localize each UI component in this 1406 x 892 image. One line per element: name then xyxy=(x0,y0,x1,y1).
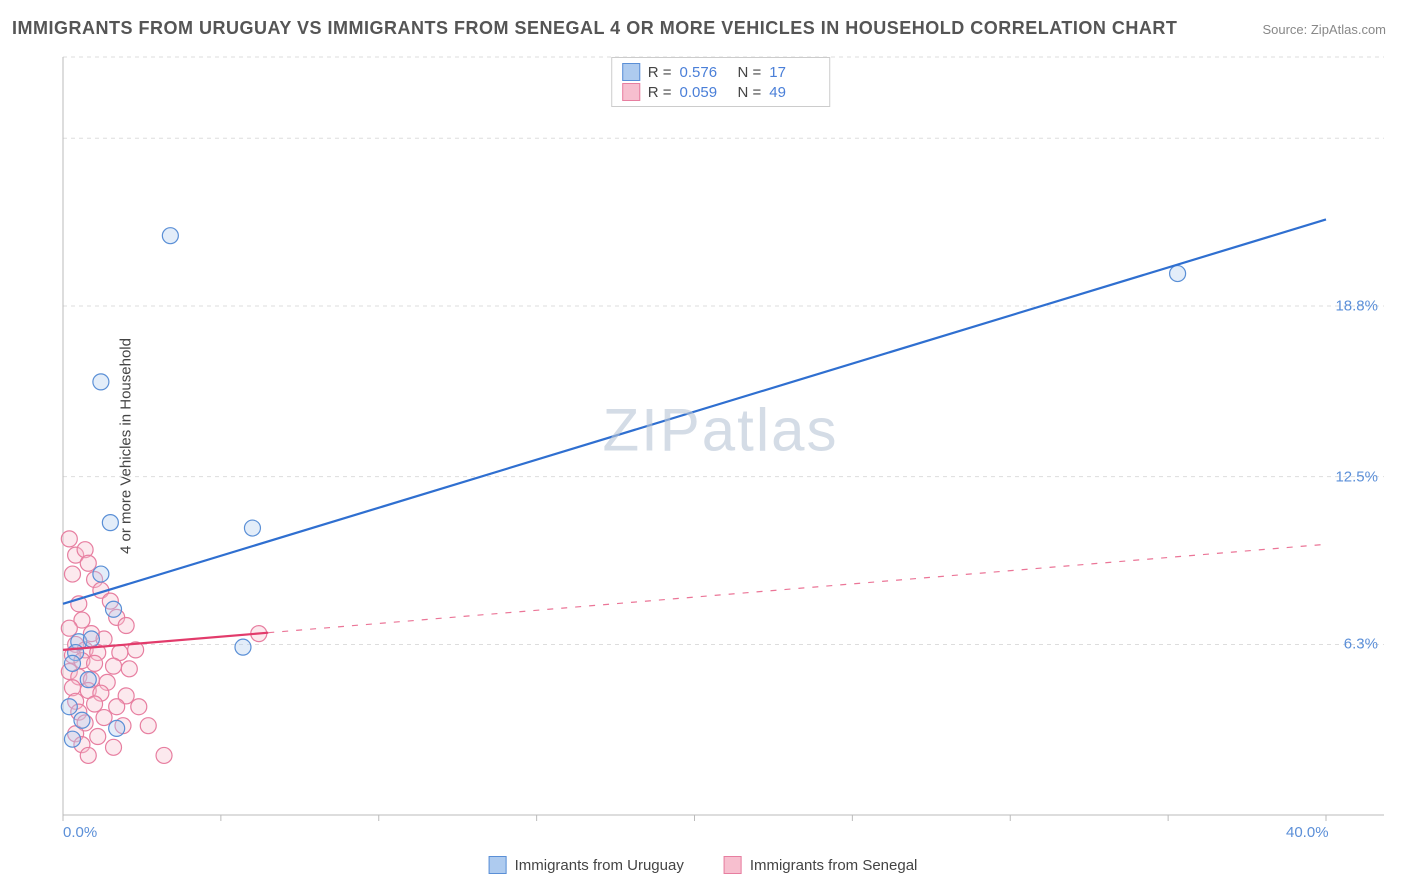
r-value-uruguay: 0.576 xyxy=(680,64,730,81)
chart-title: IMMIGRANTS FROM URUGUAY VS IMMIGRANTS FR… xyxy=(12,18,1177,39)
r-value-senegal: 0.059 xyxy=(680,84,730,101)
n-label: N = xyxy=(738,64,762,81)
r-label: R = xyxy=(648,84,672,101)
y-tick-label: 6.3% xyxy=(1344,636,1378,653)
y-tick-label: 12.5% xyxy=(1335,468,1378,485)
bottom-swatch-senegal xyxy=(724,856,742,874)
x-tick-label: 0.0% xyxy=(63,824,97,841)
source-attribution: Source: ZipAtlas.com xyxy=(1262,22,1386,37)
n-label: N = xyxy=(738,84,762,101)
n-value-senegal: 49 xyxy=(769,84,819,101)
bottom-label-uruguay: Immigrants from Uruguay xyxy=(515,857,684,874)
correlation-legend: R = 0.576 N = 17 R = 0.059 N = 49 xyxy=(611,57,831,107)
scatter-chart-svg xyxy=(55,55,1386,837)
bottom-legend-senegal: Immigrants from Senegal xyxy=(724,856,918,874)
legend-swatch-uruguay xyxy=(622,63,640,81)
legend-swatch-senegal xyxy=(622,83,640,101)
y-tick-label: 18.8% xyxy=(1335,298,1378,315)
bottom-legend: Immigrants from Uruguay Immigrants from … xyxy=(489,856,918,874)
plot-area: ZIPatlas R = 0.576 N = 17 R = 0.059 N = … xyxy=(55,55,1386,837)
chart-container: IMMIGRANTS FROM URUGUAY VS IMMIGRANTS FR… xyxy=(0,0,1406,892)
bottom-label-senegal: Immigrants from Senegal xyxy=(750,857,918,874)
r-label: R = xyxy=(648,64,672,81)
n-value-uruguay: 17 xyxy=(769,64,819,81)
legend-row-senegal: R = 0.059 N = 49 xyxy=(622,82,820,102)
x-tick-label: 40.0% xyxy=(1286,824,1329,841)
legend-row-uruguay: R = 0.576 N = 17 xyxy=(622,62,820,82)
bottom-legend-uruguay: Immigrants from Uruguay xyxy=(489,856,684,874)
bottom-swatch-uruguay xyxy=(489,856,507,874)
